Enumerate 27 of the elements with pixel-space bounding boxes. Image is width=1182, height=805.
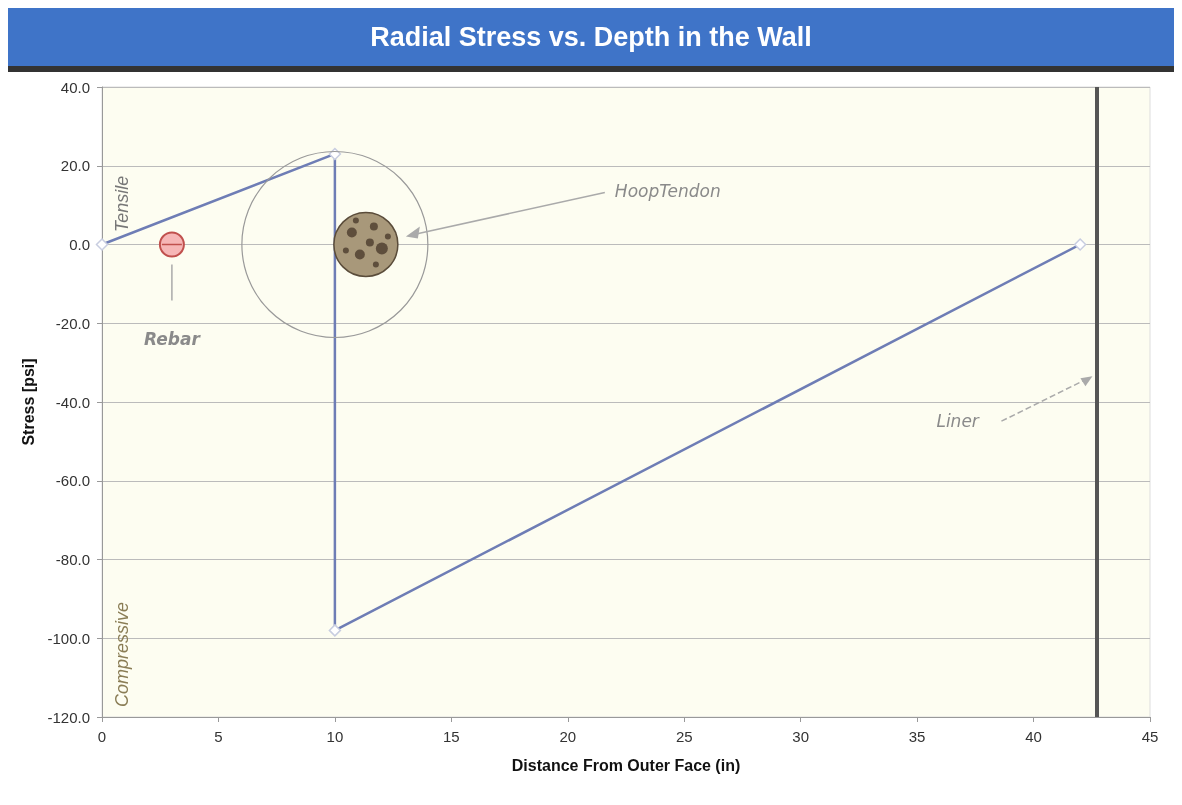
y-tick-label: -80.0 <box>55 551 90 568</box>
y-tick-label: -120.0 <box>47 708 90 726</box>
x-tick-label: 35 <box>908 728 926 745</box>
y-tick-label: 20.0 <box>60 157 90 175</box>
annotation: Liner <box>936 411 980 432</box>
x-tick-label: 10 <box>326 728 344 745</box>
x-tick-label: 40 <box>1025 728 1042 745</box>
chart-title: Radial Stress vs. Depth in the Wall <box>8 8 1174 72</box>
y-tick-label: -20.0 <box>55 314 90 332</box>
annotation: Compressive <box>112 601 132 707</box>
y-tick-label: -100.0 <box>47 629 90 647</box>
annotation: Rebar <box>144 328 202 349</box>
y-tick-label: 40.0 <box>60 78 90 96</box>
x-tick-label: 30 <box>792 728 810 745</box>
x-tick-label: 45 <box>1141 728 1159 745</box>
x-tick-label: 5 <box>214 728 223 745</box>
x-tick-label: 20 <box>559 728 577 745</box>
x-tick-label: 15 <box>442 728 460 745</box>
annotation: Tensile <box>112 175 132 232</box>
y-tick-label: 0.0 <box>69 236 90 253</box>
y-axis-title: Stress [psi] <box>20 358 38 446</box>
annotation: HoopTendon <box>614 180 721 201</box>
x-axis-title: Distance From Outer Face (in) <box>511 756 741 774</box>
x-tick-label: 0 <box>97 728 107 745</box>
x-tick-label: 25 <box>675 728 693 745</box>
y-tick-label: -60.0 <box>55 472 90 490</box>
y-tick-label: -40.0 <box>55 393 90 411</box>
